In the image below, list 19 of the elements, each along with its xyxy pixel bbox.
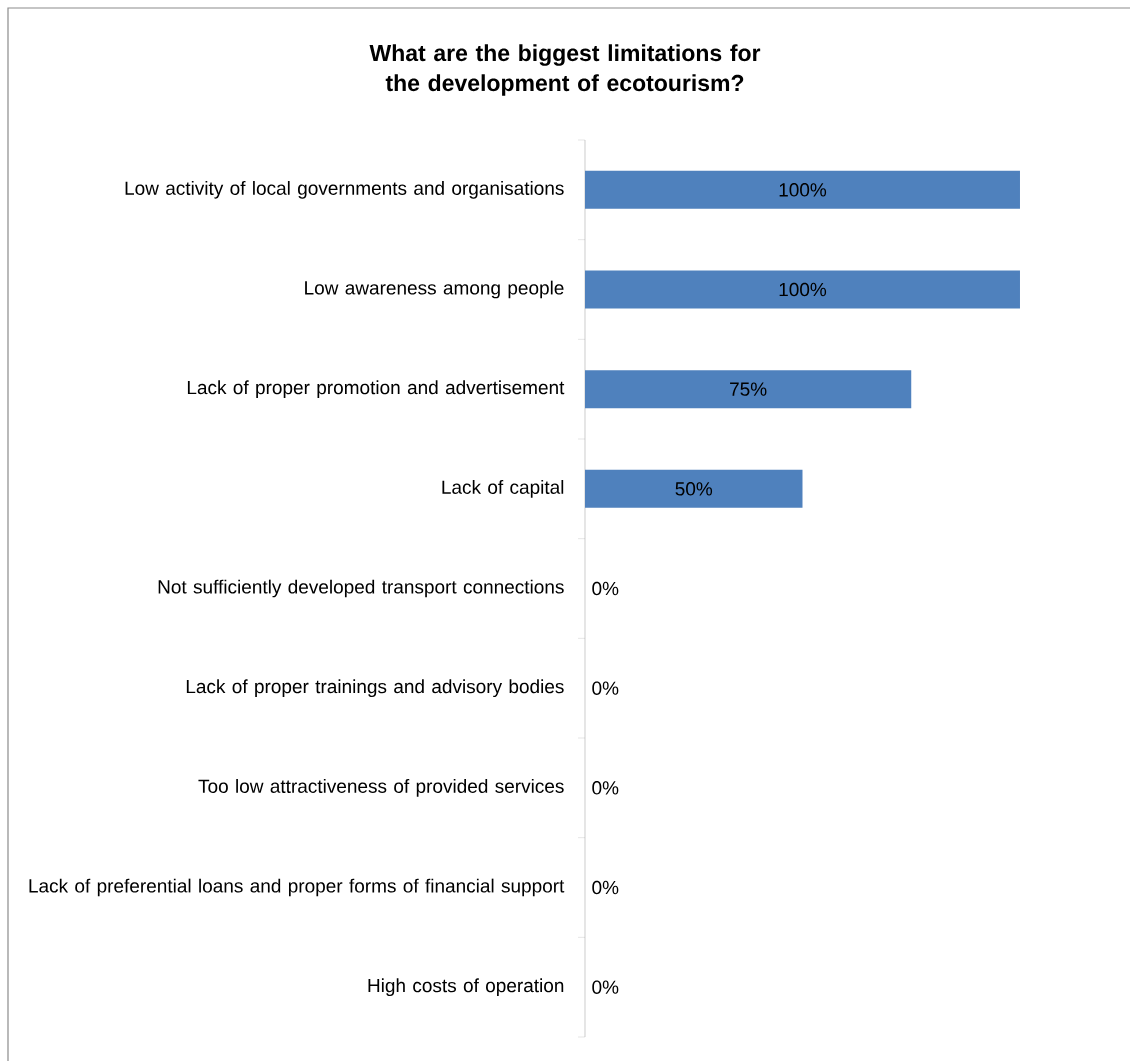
data-label: 0% [592, 781, 619, 795]
data-label: 0% [592, 980, 619, 994]
y-tick-label: Lack of capital [442, 479, 564, 498]
data-label: 50% [675, 482, 713, 496]
data-label: 0% [592, 681, 619, 695]
data-label: 100% [779, 282, 827, 297]
y-tick-label: Lack of preferential loans and proper forms of financial support [29, 878, 565, 897]
y-tick-label: Not sufficiently developed transport connections [158, 579, 564, 598]
chart-title: What are the biggest limitations for the development of ecotourism? [369, 44, 761, 96]
data-label: 0% [592, 581, 619, 596]
data-label: 75% [730, 382, 767, 396]
y-tick-label: Lack of proper trainings and advisory bodies [186, 679, 564, 698]
y-tick-label: Low awareness among people [305, 280, 564, 299]
data-label: 100% [779, 183, 827, 197]
y-tick-label: Lack of proper promotion and advertisement [187, 380, 565, 399]
data-label: 0% [592, 880, 619, 895]
y-tick-label: Low activity of local governments and organisations [125, 180, 564, 199]
y-tick-label: Too low attractiveness of provided services [198, 778, 564, 797]
y-tick-label: High costs of operation [368, 978, 564, 997]
